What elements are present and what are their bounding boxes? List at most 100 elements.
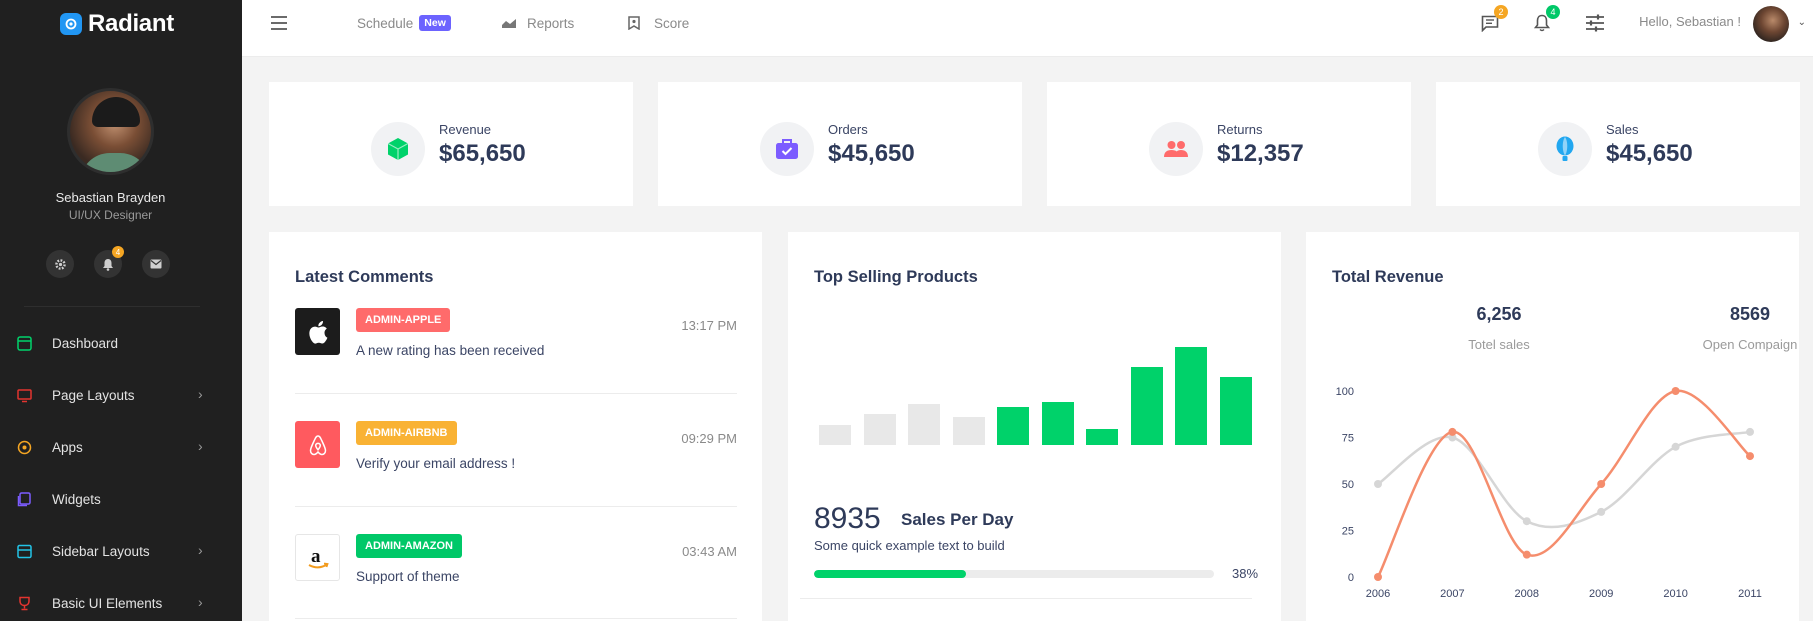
brand[interactable]: Radiant bbox=[60, 10, 174, 38]
apps-icon bbox=[16, 439, 32, 455]
monitor-icon bbox=[16, 387, 32, 403]
bar bbox=[1175, 347, 1207, 445]
sidebar-item-apps[interactable]: Apps › bbox=[0, 421, 242, 473]
nav-link-label: Reports bbox=[527, 15, 575, 31]
progress-bar bbox=[814, 570, 1214, 578]
data-point[interactable] bbox=[1671, 387, 1680, 395]
settings-button[interactable] bbox=[46, 250, 74, 278]
top-header: Schedule New Reports Score 2 4 Hello, Se… bbox=[242, 0, 1813, 57]
profile-avatar[interactable] bbox=[67, 88, 154, 175]
messages-button[interactable]: 2 bbox=[1479, 5, 1508, 34]
divider bbox=[800, 598, 1252, 599]
sidebar-item-page-layouts[interactable]: Page Layouts › bbox=[0, 369, 242, 421]
data-point[interactable] bbox=[1522, 517, 1531, 526]
divider bbox=[295, 506, 737, 507]
chevron-down-icon[interactable]: ⌄ bbox=[1797, 17, 1806, 28]
notifications-count-badge: 4 bbox=[1546, 5, 1560, 19]
comment-time: 13:17 PM bbox=[681, 318, 737, 333]
sidebar-item-label: Dashboard bbox=[52, 335, 119, 351]
sidebar-item-sidebar-layouts[interactable]: Sidebar Layouts › bbox=[0, 525, 242, 577]
bar bbox=[1041, 402, 1074, 445]
data-point[interactable] bbox=[1374, 480, 1382, 488]
notifications-button[interactable]: 4 bbox=[1531, 5, 1560, 34]
nav-link-reports[interactable]: Reports bbox=[501, 14, 574, 32]
progress-percent: 38% bbox=[1232, 566, 1259, 581]
sidebar-item-label: Page Layouts bbox=[52, 387, 135, 403]
mail-button[interactable] bbox=[142, 250, 170, 278]
bar bbox=[952, 417, 985, 445]
menu-toggle-icon[interactable] bbox=[271, 16, 287, 30]
nav-link-label: Score bbox=[654, 15, 690, 31]
open-campaign-stat: 8569 Open Compaign bbox=[1670, 304, 1813, 352]
y-tick-label: 75 bbox=[1342, 433, 1354, 445]
nav-link-score[interactable]: Score bbox=[628, 14, 689, 32]
sidebar-nav: Dashboard Page Layouts › Apps › Widgets bbox=[0, 317, 242, 621]
sidebar-item-label: Apps bbox=[52, 439, 83, 455]
y-tick-label: 0 bbox=[1348, 572, 1354, 584]
gear-icon bbox=[54, 258, 66, 270]
x-tick-label: 2008 bbox=[1515, 588, 1539, 600]
comment-tag: ADMIN-AIRBNB bbox=[356, 421, 457, 445]
comment-time: 03:43 AM bbox=[682, 544, 737, 559]
bookmark-star-icon bbox=[628, 16, 640, 30]
data-point[interactable] bbox=[1597, 507, 1606, 516]
mail-icon bbox=[150, 259, 162, 269]
data-point[interactable] bbox=[1522, 550, 1531, 559]
data-point[interactable] bbox=[1746, 452, 1754, 461]
stat-card-returns: Returns $12,357 bbox=[1047, 82, 1411, 206]
total-revenue-panel: Total Revenue 6,256 Totel sales 8569 Ope… bbox=[1306, 232, 1799, 621]
bar-chart bbox=[788, 232, 1281, 492]
stat-label: Revenue bbox=[439, 122, 492, 137]
data-point[interactable] bbox=[1374, 573, 1382, 581]
data-point[interactable] bbox=[1671, 442, 1680, 451]
data-point[interactable] bbox=[1448, 433, 1457, 442]
comment-tag: ADMIN-APPLE bbox=[356, 308, 451, 332]
bar bbox=[1086, 429, 1118, 445]
bar bbox=[819, 425, 851, 445]
stat-value: $45,650 bbox=[1606, 140, 1693, 167]
apple-icon bbox=[295, 308, 340, 355]
bar bbox=[863, 414, 896, 445]
chevron-right-icon: › bbox=[198, 542, 203, 558]
comment-message: Verify your email address ! bbox=[356, 456, 516, 471]
divider bbox=[295, 393, 737, 394]
stat-label: Totel sales bbox=[1468, 337, 1530, 352]
stat-label: Returns bbox=[1217, 122, 1263, 137]
new-badge: New bbox=[419, 15, 451, 31]
user-avatar[interactable] bbox=[1753, 6, 1789, 42]
comment-time: 09:29 PM bbox=[681, 431, 737, 446]
rocket-icon bbox=[60, 13, 82, 35]
notifications-button[interactable]: 4 bbox=[94, 246, 124, 278]
data-point[interactable] bbox=[1597, 480, 1606, 488]
sidebar-item-widgets[interactable]: Widgets bbox=[0, 473, 242, 525]
bell-icon bbox=[103, 258, 113, 271]
svg-text:a: a bbox=[311, 546, 321, 567]
bar bbox=[1219, 377, 1252, 445]
comment-message: Support of theme bbox=[356, 569, 460, 584]
messages-count-badge: 2 bbox=[1494, 5, 1508, 19]
nav-link-schedule[interactable]: Schedule New bbox=[357, 14, 451, 32]
area-chart-icon bbox=[502, 19, 516, 28]
data-point[interactable] bbox=[1448, 427, 1457, 436]
sidebar-item-basic-ui-elements[interactable]: Basic UI Elements › bbox=[0, 577, 242, 621]
x-tick-label: 2011 bbox=[1738, 588, 1762, 600]
sidebar-item-dashboard[interactable]: Dashboard bbox=[0, 317, 242, 369]
greeting-text: Hello, Sebastian ! bbox=[1639, 14, 1741, 29]
y-tick-label: 25 bbox=[1342, 526, 1354, 538]
divider bbox=[295, 618, 737, 619]
stat-number: 6,256 bbox=[1476, 304, 1522, 324]
y-tick-label: 50 bbox=[1342, 479, 1354, 491]
stat-value: $12,357 bbox=[1217, 140, 1304, 167]
brand-name: Radiant bbox=[88, 10, 174, 37]
sidebar: Radiant Sebastian Brayden UI/UX Designer… bbox=[0, 0, 242, 621]
comment-message: A new rating has been received bbox=[356, 343, 545, 358]
total-sales-stat: 6,256 Totel sales bbox=[1419, 304, 1579, 352]
bar bbox=[1130, 367, 1163, 445]
notification-count-badge: 4 bbox=[112, 246, 124, 258]
stat-label: Open Compaign bbox=[1702, 337, 1798, 352]
filters-button[interactable] bbox=[1584, 12, 1606, 34]
x-tick-label: 2006 bbox=[1366, 588, 1390, 600]
users-icon bbox=[1149, 122, 1203, 176]
stat-label: Orders bbox=[828, 122, 868, 137]
data-point[interactable] bbox=[1746, 427, 1754, 436]
